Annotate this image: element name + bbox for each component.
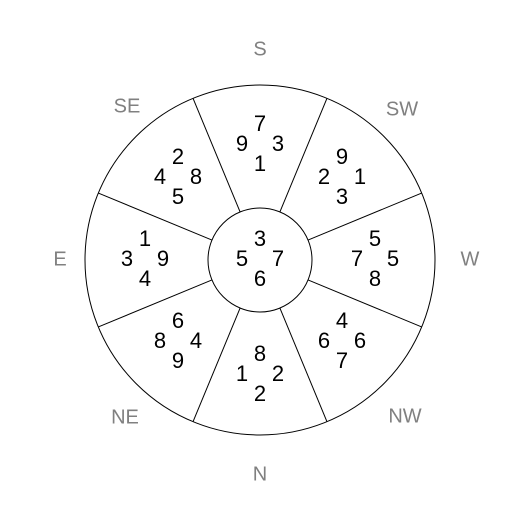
cell-sw: 9213	[318, 144, 366, 209]
cell-se-top: 2	[172, 144, 184, 169]
cell-n-left: 1	[236, 361, 248, 386]
cell-w-bottom: 8	[369, 266, 381, 291]
cell-numbers: 357679319213575846678122684913942485	[121, 111, 399, 406]
divider-1	[308, 193, 422, 240]
cell-s-right: 3	[272, 131, 284, 156]
dir-label-sw: SW	[386, 98, 418, 120]
divider-4	[193, 308, 240, 422]
dir-label-nw: NW	[388, 405, 421, 427]
cell-nw: 4667	[318, 308, 366, 373]
cell-center-bottom: 6	[254, 266, 266, 291]
cell-ne-left: 8	[154, 328, 166, 353]
cell-n: 8122	[236, 341, 284, 406]
cell-s-bottom: 1	[254, 151, 266, 176]
cell-sw-left: 2	[318, 164, 330, 189]
cell-se-left: 4	[154, 164, 166, 189]
cell-e: 1394	[121, 226, 169, 291]
cell-n-top: 8	[254, 341, 266, 366]
cell-w-left: 7	[351, 246, 363, 271]
cell-se: 2485	[154, 144, 202, 209]
cell-se-right: 8	[190, 164, 202, 189]
cell-sw-bottom: 3	[336, 184, 348, 209]
divider-7	[193, 98, 240, 212]
sector-dividers	[98, 98, 421, 421]
flying-star-chart: SSWWNWNNEESE 357679319213575846678122684…	[0, 0, 520, 520]
dir-label-w: W	[461, 248, 480, 270]
direction-labels: S SW W NW N NE E SE	[53, 38, 479, 485]
divider-2	[308, 280, 422, 327]
cell-n-right: 2	[272, 361, 284, 386]
divider-5	[98, 280, 212, 327]
dir-label-e: E	[53, 248, 66, 270]
cell-e-top: 1	[139, 226, 151, 251]
divider-6	[98, 193, 212, 240]
cell-center: 3576	[236, 226, 284, 291]
cell-ne-bottom: 9	[172, 348, 184, 373]
dir-label-n: N	[253, 463, 267, 485]
cell-e-right: 9	[157, 246, 169, 271]
cell-nw-top: 4	[336, 308, 348, 333]
cell-s: 7931	[236, 111, 284, 176]
cell-nw-right: 6	[354, 328, 366, 353]
cell-sw-right: 1	[354, 164, 366, 189]
cell-nw-left: 6	[318, 328, 330, 353]
cell-ne-right: 4	[190, 328, 202, 353]
cell-n-bottom: 2	[254, 381, 266, 406]
cell-se-bottom: 5	[172, 184, 184, 209]
cell-nw-bottom: 7	[336, 348, 348, 373]
cell-e-left: 3	[121, 246, 133, 271]
cell-ne: 6849	[154, 308, 202, 373]
cell-w-top: 5	[369, 226, 381, 251]
divider-0	[280, 98, 327, 212]
cell-s-top: 7	[254, 111, 266, 136]
cell-w: 5758	[351, 226, 399, 291]
cell-e-bottom: 4	[139, 266, 151, 291]
cell-center-left: 5	[236, 246, 248, 271]
dir-label-ne: NE	[111, 406, 139, 428]
cell-ne-top: 6	[172, 308, 184, 333]
cell-s-left: 9	[236, 131, 248, 156]
cell-center-top: 3	[254, 226, 266, 251]
cell-center-right: 7	[272, 246, 284, 271]
inner-circle	[208, 208, 312, 312]
divider-3	[280, 308, 327, 422]
cell-w-right: 5	[387, 246, 399, 271]
dir-label-se: SE	[114, 95, 141, 117]
dir-label-s: S	[253, 38, 266, 60]
cell-sw-top: 9	[336, 144, 348, 169]
